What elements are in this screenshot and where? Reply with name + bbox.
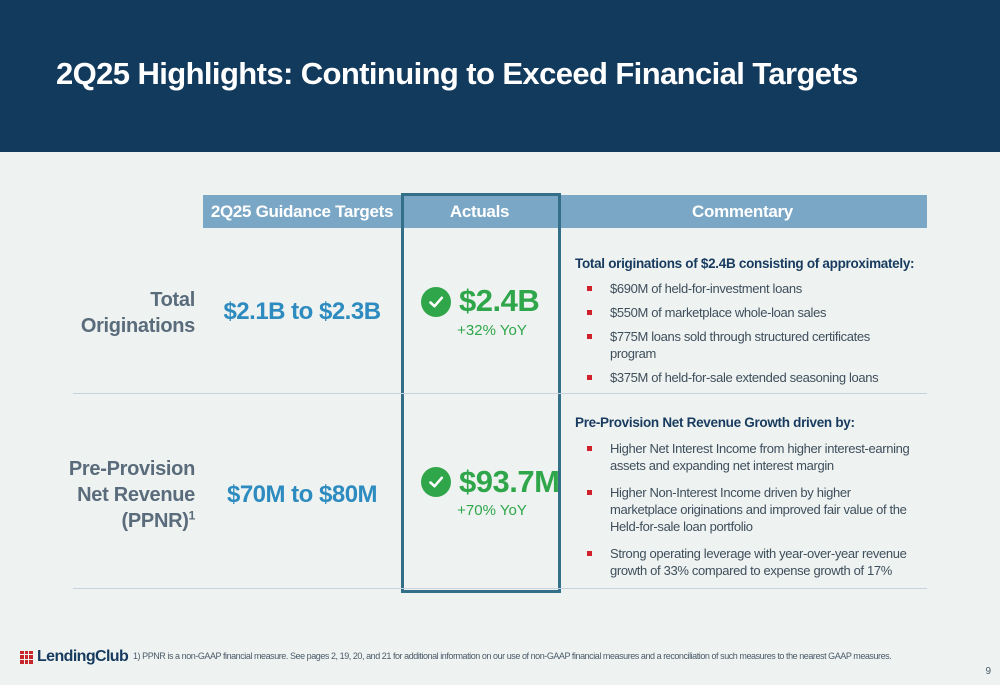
bullet-text: Higher Net Interest Income from higher i…	[610, 441, 910, 473]
list-item: $550M of marketplace whole-loan sales	[587, 304, 917, 321]
row-label-ppnr: Pre-Provision Net Revenue (PPNR)1	[69, 456, 195, 534]
row-label-total-originations: Total Originations	[81, 287, 195, 339]
bullet-square-icon	[587, 551, 592, 556]
row-label-line: Net Revenue	[77, 484, 195, 506]
actual-value-ppnr: $93.7M	[459, 464, 560, 499]
list-item: Higher Net Interest Income from higher i…	[587, 440, 917, 474]
header-banner: 2Q25 Highlights: Continuing to Exceed Fi…	[0, 0, 1000, 152]
bullet-text: $375M of held-for-sale extended seasonin…	[610, 370, 879, 385]
bullet-square-icon	[587, 446, 592, 451]
yoy-change-originations: +32% YoY	[457, 322, 527, 339]
list-item: $375M of held-for-sale extended seasonin…	[587, 369, 917, 386]
logo-text: LendingClub	[37, 648, 129, 665]
bullet-text: $775M loans sold through structured cert…	[610, 329, 870, 361]
footnote-marker: 1	[188, 508, 196, 523]
row-label-line: Pre-Provision	[68, 458, 195, 480]
bullet-square-icon	[587, 334, 592, 339]
logo-grid-icon	[20, 650, 33, 664]
row-divider	[73, 393, 927, 394]
footnote: 1) PPNR is a non-GAAP financial measure.…	[133, 651, 892, 661]
bullet-text: $550M of marketplace whole-loan sales	[610, 305, 827, 320]
commentary-list-ppnr: Higher Net Interest Income from higher i…	[587, 440, 917, 589]
bullet-square-icon	[587, 375, 592, 380]
list-item: $690M of held-for-investment loans	[587, 280, 917, 297]
bullet-text: Higher Non-Interest Income driven by hig…	[610, 485, 907, 534]
column-header-guidance-targets: 2Q25 Guidance Targets	[203, 195, 401, 228]
row-label-line: (PPNR)	[121, 510, 189, 532]
list-item: $775M loans sold through structured cert…	[587, 328, 917, 362]
actual-value-originations: $2.4B	[459, 283, 540, 318]
commentary-list-originations: $690M of held-for-investment loans $550M…	[587, 280, 917, 393]
bullet-square-icon	[587, 490, 592, 495]
target-value-ppnr: $70M to $80M	[226, 481, 378, 508]
bullet-text: Strong operating leverage with year-over…	[610, 546, 907, 578]
commentary-title-originations: Total originations of $2.4B consisting o…	[575, 256, 915, 271]
target-value-originations: $2.1B to $2.3B	[223, 298, 381, 325]
column-header-actuals: Actuals	[401, 195, 558, 228]
bullet-text: $690M of held-for-investment loans	[610, 281, 802, 296]
check-circle-icon	[421, 467, 451, 497]
yoy-change-ppnr: +70% YoY	[457, 502, 527, 519]
check-circle-icon	[421, 287, 451, 317]
lendingclub-logo: LendingClub	[20, 648, 129, 666]
bullet-square-icon	[587, 310, 592, 315]
page-title: 2Q25 Highlights: Continuing to Exceed Fi…	[56, 56, 858, 91]
row-label-line: Total	[150, 289, 195, 311]
column-header-commentary: Commentary	[558, 195, 927, 228]
row-label-line: Originations	[80, 315, 195, 337]
list-item: Higher Non-Interest Income driven by hig…	[587, 484, 917, 535]
bullet-square-icon	[587, 286, 592, 291]
row-divider	[73, 588, 927, 589]
commentary-title-ppnr: Pre-Provision Net Revenue Growth driven …	[575, 415, 855, 430]
page-number: 9	[985, 666, 991, 677]
list-item: Strong operating leverage with year-over…	[587, 545, 917, 579]
